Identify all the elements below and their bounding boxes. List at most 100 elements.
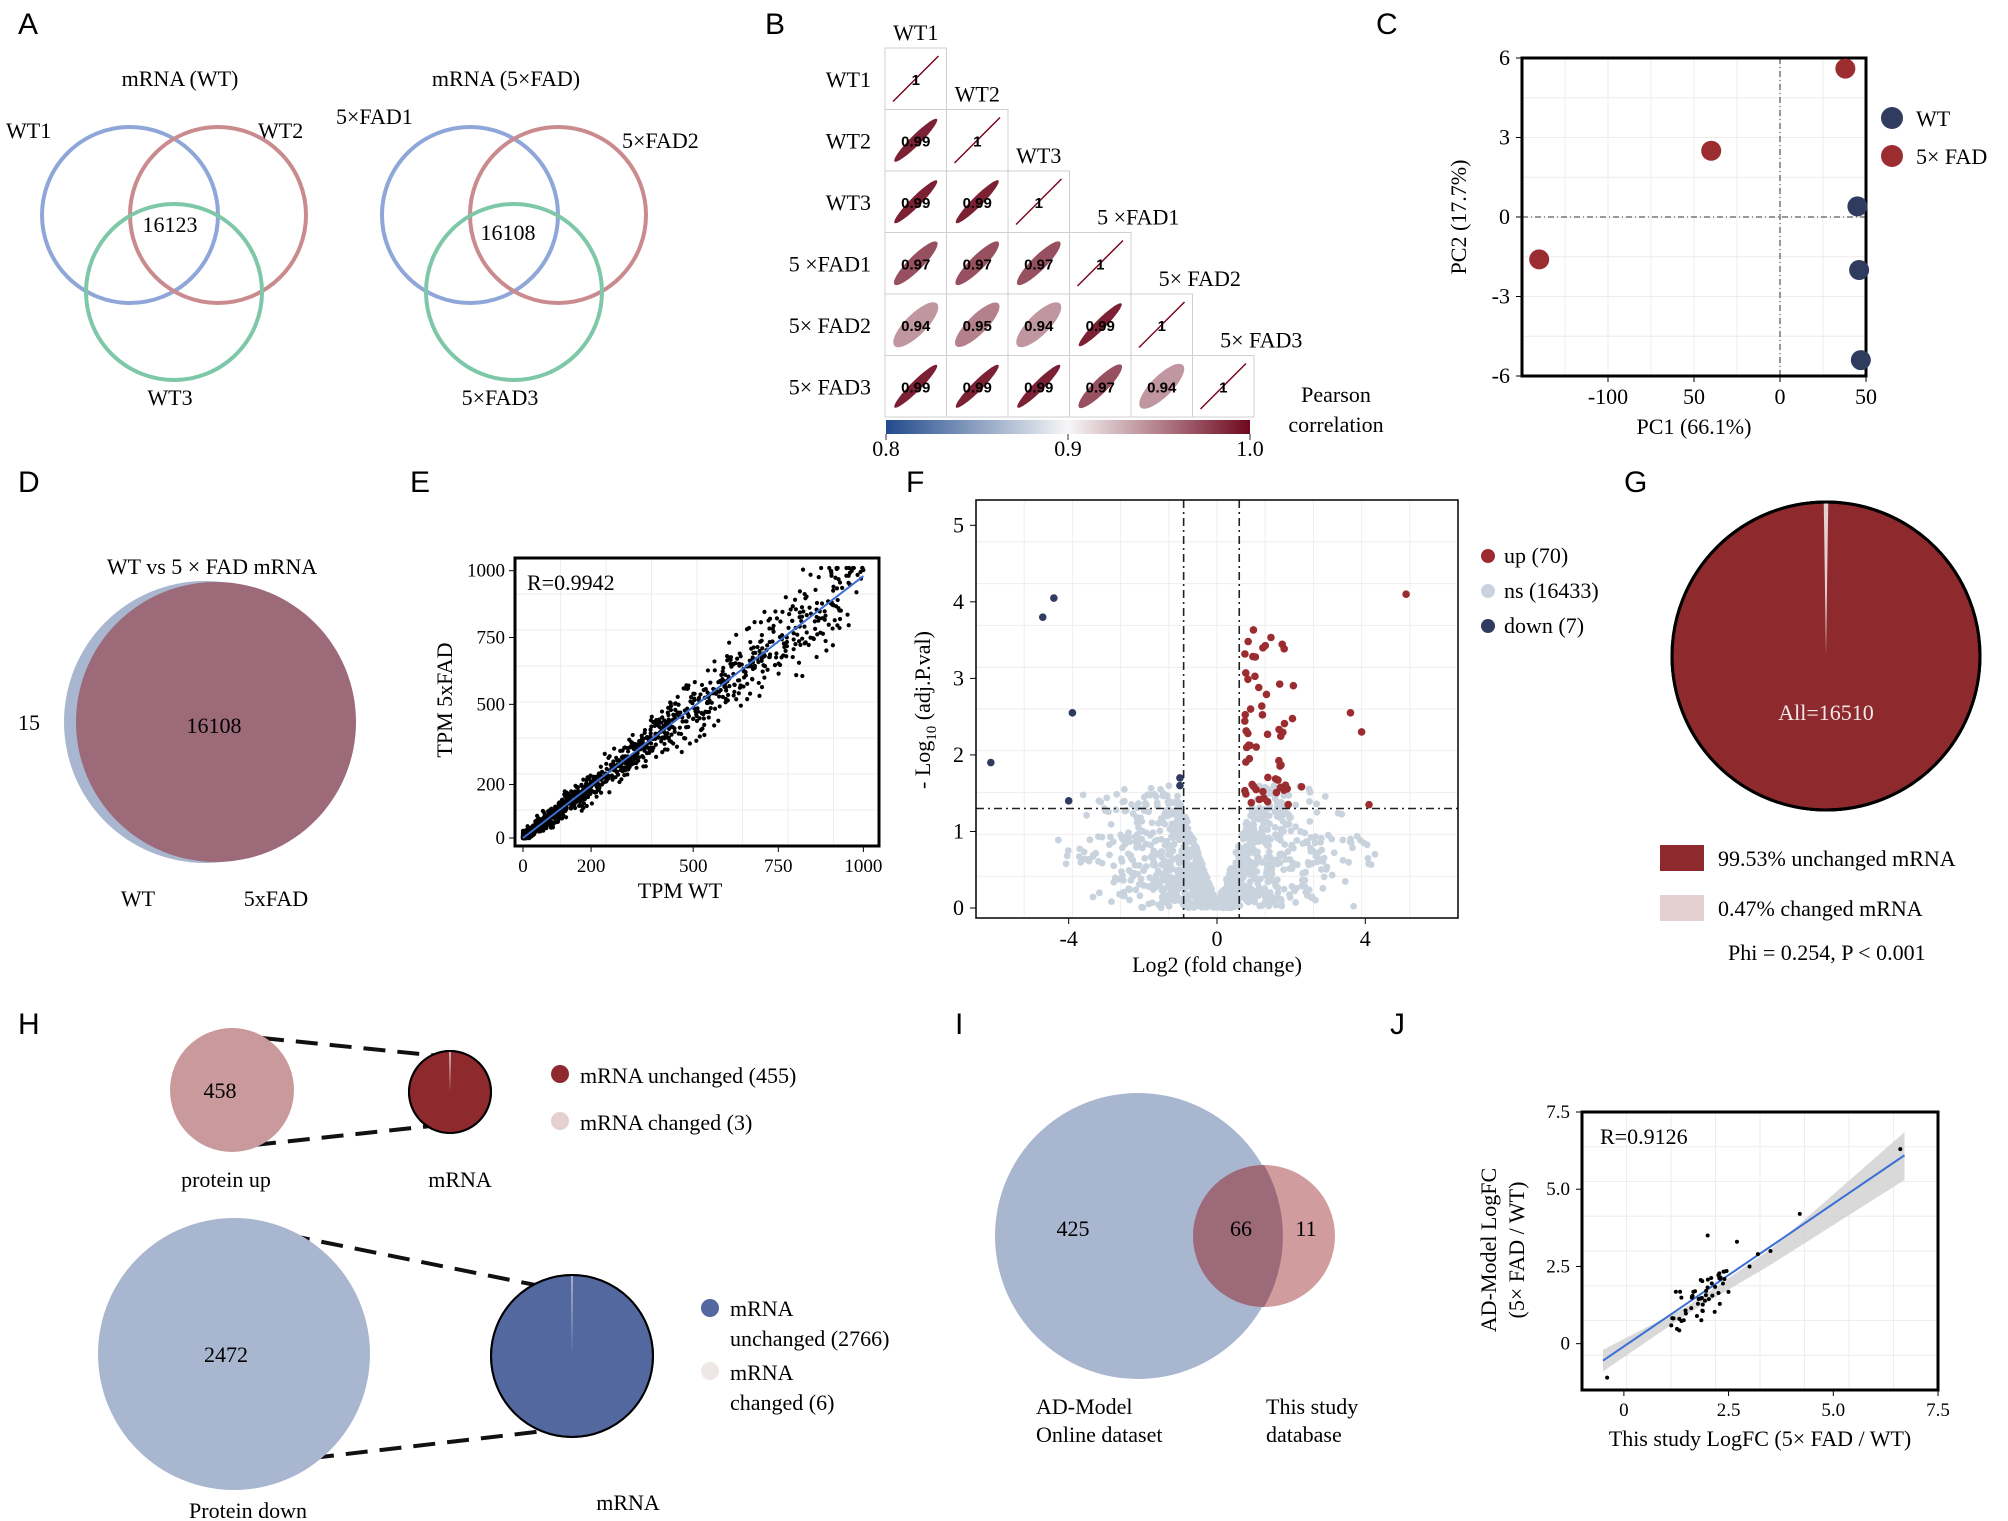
reg-point <box>1689 1294 1694 1299</box>
volcano-ns-point <box>1266 820 1274 828</box>
venn-d-only-count: 15 <box>18 710 40 735</box>
tpm-point <box>588 773 593 778</box>
corr-value-label: 1 <box>912 72 920 89</box>
reg-point <box>1700 1279 1705 1284</box>
tpm-point <box>798 642 803 647</box>
volcano-ns-point <box>1250 826 1258 833</box>
corr-colorbar <box>886 420 1250 434</box>
reg-point <box>1898 1147 1903 1152</box>
volcano-ns-point <box>1249 839 1257 847</box>
volcano-up-point <box>1242 727 1250 735</box>
reg-ytick-label: 2.5 <box>1546 1256 1570 1277</box>
volcano-ns-point <box>1276 850 1284 858</box>
tpm-point <box>563 815 569 820</box>
tpm-point <box>562 789 567 794</box>
bubble-protein-down-count: 2472 <box>204 1342 248 1367</box>
tpm-point <box>643 764 648 769</box>
panel-a: A mRNA (WT) WT1 WT2 WT3 16123 mRNA (5×FA… <box>6 8 699 410</box>
tpm-point <box>829 568 834 574</box>
volcano-ns-point <box>1278 799 1286 807</box>
tpm-point <box>594 794 599 799</box>
tpm-point <box>846 573 851 578</box>
volcano-ns-point <box>1118 844 1126 852</box>
tpm-point <box>772 663 778 668</box>
corr-value-label: 0.95 <box>963 318 992 335</box>
tpm-point <box>602 751 607 756</box>
tpm-point <box>745 681 750 686</box>
corr-ellipse-6-4 <box>1078 364 1123 409</box>
tpm-point <box>639 733 644 738</box>
volcano-ns-point <box>1227 865 1235 872</box>
tpm-point <box>598 790 604 795</box>
tpm-point <box>660 715 665 720</box>
tpm-point <box>836 577 841 582</box>
volcano-ns-point <box>1063 852 1071 860</box>
tpm-point <box>580 804 585 809</box>
volcano-ns-point <box>1135 817 1142 825</box>
tpm-point <box>622 745 628 750</box>
pca-ytick-label: -6 <box>1492 363 1510 388</box>
volcano-ns-point <box>1247 864 1255 872</box>
volcano-ns-point <box>1271 808 1279 816</box>
tpm-point <box>607 790 612 795</box>
volcano-up-point <box>1402 590 1410 598</box>
tpm-point <box>701 711 706 716</box>
tpm-point <box>738 654 743 659</box>
volcano-ns-point <box>1148 819 1156 827</box>
tpm-point <box>681 686 686 691</box>
volcano-up-point <box>1255 795 1264 804</box>
tpm-point <box>665 735 670 740</box>
volcano-ns-point <box>1328 835 1336 843</box>
tpm-point <box>823 613 828 618</box>
volcano-ns-point <box>1241 845 1249 853</box>
tpm-point <box>630 732 635 738</box>
reg-point <box>1699 1295 1704 1300</box>
corr-diagonal-line-3 <box>1015 178 1063 226</box>
tpm-point <box>609 773 614 778</box>
tpm-point <box>802 641 807 646</box>
tpm-point <box>834 604 839 609</box>
tpm-point <box>762 675 767 680</box>
volcano-ns-point <box>1319 858 1327 865</box>
volcano-up-point <box>1346 709 1355 717</box>
volcano-ns-point <box>1231 901 1239 909</box>
pie-g-legend-changed: 0.47% changed mRNA <box>1718 896 1923 921</box>
volcano-ns-point <box>1133 844 1140 851</box>
corr-ellipse-6-3 <box>1017 364 1061 408</box>
volcano-ns-point <box>1095 889 1103 897</box>
panel-e: E 1000 750 500 200 00 200 500 750 1000 R=0.9942 TP… <box>410 466 882 903</box>
tpm-xtick-label: 500 <box>679 856 708 877</box>
volcano-ns-point <box>1286 814 1294 822</box>
tpm-point <box>688 695 694 700</box>
volcano-ns-point <box>1145 900 1153 908</box>
volcano-ns-point <box>1241 887 1248 894</box>
panel-c: C 6 3 0 -3 -6 -100 50 0 50 PC1 (66.1%) PC2 (17.7%)… <box>1376 8 1987 439</box>
volcano-up-point <box>1247 798 1256 807</box>
volcano-up-point <box>1288 714 1297 723</box>
panel-letter-g: G <box>1624 466 1647 499</box>
tpm-point <box>659 709 665 714</box>
volcano-up-point <box>1244 675 1252 684</box>
panel-letter-d: D <box>18 466 40 499</box>
pca-xtick-label: 0 <box>1775 384 1786 409</box>
tpm-point <box>757 648 762 654</box>
volcano-ns-point <box>1164 892 1172 900</box>
corr-value-label: 0.97 <box>963 256 992 273</box>
volcano-ns-point <box>1165 902 1173 910</box>
legend-up-unchanged-marker <box>551 1065 569 1083</box>
corr-value-label: 1 <box>1158 318 1166 335</box>
bubble-protein-up <box>170 1028 294 1152</box>
tpm-point <box>811 636 816 641</box>
corr-col-label-2: WT2 <box>955 82 1000 107</box>
tpm-point <box>692 679 697 685</box>
tpm-point <box>823 638 828 644</box>
volcano-ns-point <box>1241 894 1249 902</box>
tpm-point <box>737 685 743 690</box>
tpm-point <box>762 609 767 614</box>
corr-col-label-4: 5 ×FAD1 <box>1097 205 1179 230</box>
venn-i-overlap-count: 66 <box>1230 1216 1252 1241</box>
tpm-point <box>804 613 809 618</box>
tpm-point <box>612 746 617 751</box>
reg-xtick-label: 7.5 <box>1926 1400 1950 1421</box>
tpm-point <box>767 652 773 657</box>
